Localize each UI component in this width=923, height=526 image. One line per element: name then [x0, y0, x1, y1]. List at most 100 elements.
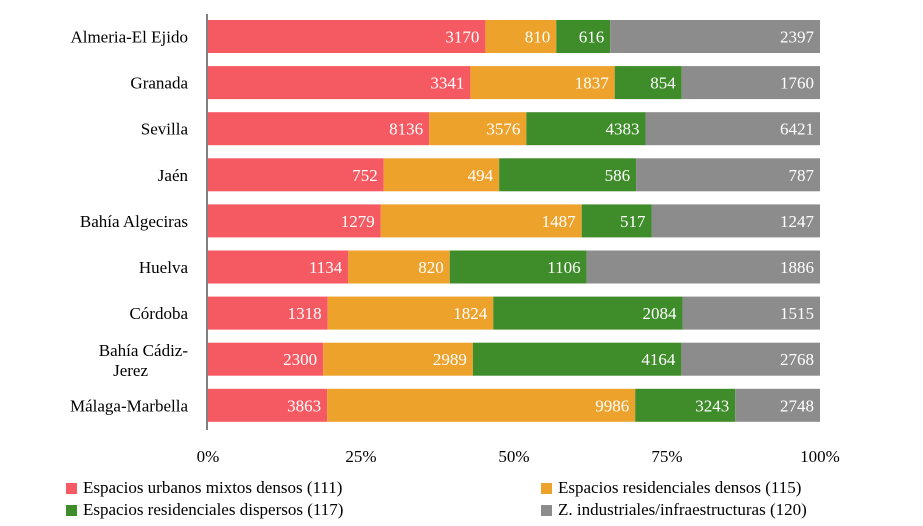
value-label-bahia-cadiz-jerez-s1: 2300 — [283, 350, 317, 369]
value-label-huelva-s1: 1134 — [309, 258, 343, 277]
category-label-malaga-marbella: Málaga-Marbella — [70, 396, 188, 415]
bar-segment-almeria-el-ejido-s2 — [485, 20, 557, 53]
value-label-cordoba-s3: 2084 — [642, 304, 677, 323]
value-label-jaen-s2: 494 — [468, 166, 494, 185]
value-label-granada-s2: 1837 — [575, 74, 610, 93]
bar-segment-granada-s2 — [470, 66, 615, 100]
bar-segment-bahia-cadiz-jerez-s2 — [323, 342, 473, 376]
legend-item-120: Z. industriales/infraestructuras (120) — [541, 500, 807, 520]
value-label-jaen-s3: 586 — [605, 166, 631, 185]
bar-segment-huelva-s3 — [449, 250, 587, 284]
x-tick-label-100: 100% — [800, 447, 840, 466]
bar-segment-jaen-s4 — [636, 158, 820, 192]
value-label-malaga-marbella-s3: 3243 — [695, 396, 729, 415]
bar-segment-bahia-algeciras-s3 — [581, 204, 652, 238]
value-label-sevilla-s4: 6421 — [780, 120, 814, 139]
legend-swatch — [66, 504, 77, 516]
bar-segment-cordoba-s3 — [493, 296, 683, 330]
bar-segment-jaen-s1 — [208, 158, 384, 192]
value-label-bahia-cadiz-jerez-s2: 2989 — [433, 350, 467, 369]
category-label-bahia-algeciras: Bahía Algeciras — [80, 212, 188, 231]
value-label-almeria-el-ejido-s1: 3170 — [445, 28, 479, 47]
value-label-granada-s4: 1760 — [780, 74, 814, 93]
bar-segment-huelva-s2 — [348, 250, 450, 284]
legend-swatch — [541, 504, 552, 516]
value-label-granada-s3: 854 — [650, 74, 676, 93]
bar-segment-malaga-marbella-s1 — [208, 388, 328, 422]
value-label-bahia-algeciras-s2: 1487 — [542, 212, 577, 231]
value-label-malaga-marbella-s4: 2748 — [780, 396, 814, 415]
value-label-sevilla-s3: 4383 — [605, 120, 639, 139]
value-label-huelva-s3: 1106 — [547, 258, 580, 277]
bar-segment-malaga-marbella-s3 — [635, 388, 736, 422]
value-label-cordoba-s4: 1515 — [780, 304, 814, 323]
bar-segment-jaen-s2 — [383, 158, 500, 192]
bar-segment-bahia-algeciras-s4 — [651, 204, 820, 238]
bar-segment-cordoba-s1 — [208, 296, 328, 330]
category-labels-group: Almeria-El Ejido Granada Sevilla Jaén Bahía … — [70, 28, 188, 416]
bar-segment-bahia-cadiz-jerez-s1 — [208, 342, 324, 376]
tick-labels-group: 0% 25% 50% 75% 100% — [197, 447, 840, 466]
legend-swatch — [66, 482, 77, 494]
bar-segment-cordoba-s4 — [682, 296, 820, 330]
category-label-huelva: Huelva — [139, 258, 189, 277]
legend-item-117: Espacios residenciales dispersos (117) — [66, 500, 343, 520]
value-label-almeria-el-ejido-s3: 616 — [579, 28, 605, 47]
bar-segment-huelva-s1 — [208, 250, 349, 284]
value-label-jaen-s1: 752 — [352, 166, 378, 185]
value-label-malaga-marbella-s2: 9986 — [595, 396, 629, 415]
legend-swatch — [541, 482, 552, 494]
value-label-bahia-algeciras-s4: 1247 — [780, 212, 815, 231]
value-label-almeria-el-ejido-s2: 810 — [525, 28, 551, 47]
bar-segment-malaga-marbella-s4 — [735, 388, 820, 422]
bar-segment-jaen-s3 — [499, 158, 637, 192]
value-label-huelva-s2: 820 — [418, 258, 444, 277]
x-tick-label-75: 75% — [651, 447, 682, 466]
legend-label: Espacios residenciales dispersos (117) — [83, 500, 344, 519]
x-tick-label-50: 50% — [498, 447, 529, 466]
legend-item-111: Espacios urbanos mixtos densos (111) — [66, 478, 342, 498]
bar-segment-bahia-algeciras-s1 — [208, 204, 381, 238]
legend-label: Espacios urbanos mixtos densos (111) — [83, 478, 343, 497]
bar-segment-granada-s1 — [208, 66, 471, 100]
value-label-huelva-s4: 1886 — [780, 258, 814, 277]
value-label-cordoba-s1: 1318 — [288, 304, 322, 323]
bar-segment-sevilla-s3 — [526, 112, 646, 146]
bar-segment-almeria-el-ejido-s4 — [610, 20, 820, 53]
bar-segment-bahia-cadiz-jerez-s4 — [681, 342, 820, 376]
bar-segment-bahia-cadiz-jerez-s3 — [472, 342, 682, 376]
x-tick-label-0: 0% — [197, 447, 220, 466]
bar-segment-huelva-s4 — [586, 250, 820, 284]
category-label-jaen: Jaén — [158, 166, 189, 185]
value-label-sevilla-s1: 8136 — [389, 120, 423, 139]
category-label-granada: Granada — [130, 74, 188, 93]
value-label-jaen-s4: 787 — [789, 166, 815, 185]
bar-segment-granada-s4 — [681, 66, 820, 100]
x-tick-label-25: 25% — [345, 447, 376, 466]
bar-segment-sevilla-s2 — [429, 112, 527, 146]
legend-label: Espacios residenciales densos (115) — [558, 478, 802, 497]
value-label-bahia-algeciras-s1: 1279 — [341, 212, 375, 231]
bar-segment-almeria-el-ejido-s1 — [208, 20, 486, 53]
value-label-malaga-marbella-s1: 3863 — [287, 396, 321, 415]
value-label-sevilla-s2: 3576 — [486, 120, 520, 139]
bar-segment-granada-s3 — [614, 66, 682, 100]
category-label-bahia-cadiz-jerez: Bahía Cádiz-Jerez — [99, 341, 189, 380]
bar-segment-sevilla-s1 — [208, 112, 430, 146]
category-label-sevilla: Sevilla — [141, 120, 189, 139]
legend-label: Z. industriales/infraestructuras (120) — [558, 500, 807, 519]
bar-segment-sevilla-s4 — [645, 112, 820, 146]
legend-item-115: Espacios residenciales densos (115) — [541, 478, 801, 498]
bar-segment-cordoba-s2 — [327, 296, 494, 330]
value-label-bahia-cadiz-jerez-s3: 4164 — [641, 350, 676, 369]
bars-group: 3170 810 616 2397 3341 1837 854 1760 8136 3576 438… — [208, 20, 820, 422]
value-label-almeria-el-ejido-s4: 2397 — [780, 28, 815, 47]
value-label-bahia-cadiz-jerez-s4: 2768 — [780, 350, 814, 369]
category-label-almeria-el-ejido: Almeria-El Ejido — [70, 28, 188, 47]
value-label-bahia-algeciras-s3: 517 — [620, 212, 646, 231]
bar-segment-malaga-marbella-s2 — [327, 388, 636, 422]
bar-segment-bahia-algeciras-s2 — [380, 204, 582, 238]
bar-segment-almeria-el-ejido-s3 — [556, 20, 611, 53]
value-label-cordoba-s2: 1824 — [453, 304, 488, 323]
category-label-cordoba: Córdoba — [129, 304, 188, 323]
